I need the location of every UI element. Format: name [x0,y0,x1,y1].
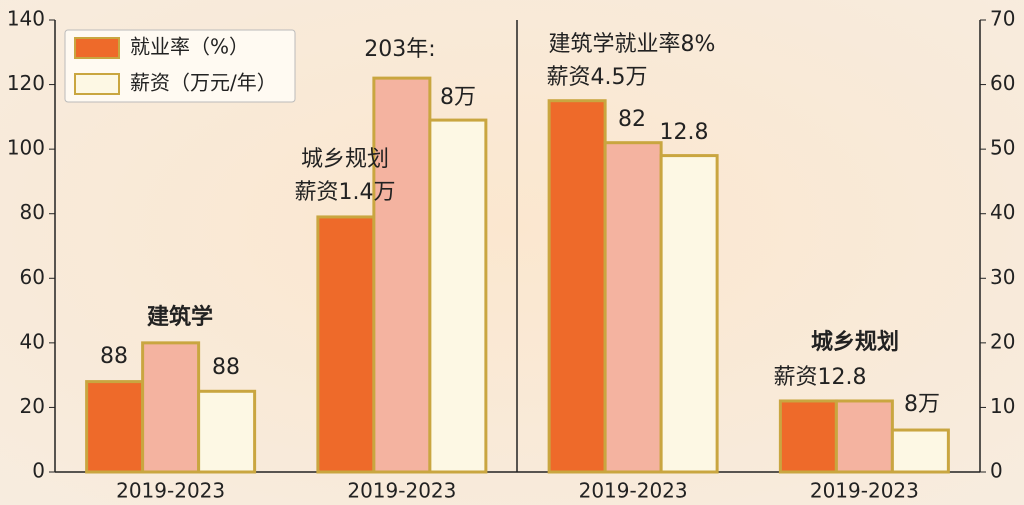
annotation: 建筑学就业率8% [549,32,716,57]
y-tick-label: 0 [32,459,45,483]
annotation: 城乡规划 [811,329,899,355]
legend-box [64,29,296,103]
legend-swatch [74,37,120,59]
bar [659,154,719,474]
annotation: 88 [212,355,240,380]
annotation: 薪资12.8 [774,365,867,390]
legend-swatch [74,73,120,95]
bar [316,215,376,474]
annotation: 12.8 [660,120,709,145]
y-tick-label: 120 [7,71,45,95]
y-tick-label: 40 [20,329,45,353]
annotation: 建筑学 [147,304,213,330]
annotation: 8万 [904,392,940,417]
annotation: 城乡规划 [301,147,389,172]
y2-tick-label: 70 [990,7,1015,31]
bar [372,76,432,474]
x-tick-label: 2019-2023 [579,479,688,503]
y2-tick-label: 60 [990,71,1015,95]
bar [197,389,257,474]
y-tick-label: 100 [7,136,45,160]
y2-tick-label: 30 [990,265,1015,289]
y-tick-label: 80 [20,200,45,224]
bar [778,399,838,474]
y2-tick-label: 10 [990,394,1015,418]
bar [141,341,201,474]
legend-label: 薪资（万元/年） [130,71,277,95]
bar [428,118,488,474]
x-tick-label: 2019-2023 [347,479,456,503]
annotation: 88 [100,344,128,369]
annotation: 薪资1.4万 [295,180,396,205]
y2-tick-label: 0 [990,459,1003,483]
y-tick-label: 20 [20,394,45,418]
bar [547,99,607,474]
annotation: 203年: [364,37,435,62]
legend-label: 就业率（%） [130,35,249,59]
annotation: 8万 [440,85,476,110]
y2-tick-label: 20 [990,329,1015,353]
y2-tick-label: 50 [990,136,1015,160]
x-tick-label: 2019-2023 [116,479,225,503]
y-tick-label: 140 [7,7,45,31]
annotation: 薪资4.5万 [547,65,648,90]
bar [834,399,894,474]
bar [890,428,950,474]
y-tick-label: 60 [20,265,45,289]
y2-tick-label: 40 [990,200,1015,224]
x-tick-label: 2019-2023 [810,479,919,503]
bar [85,380,145,474]
annotation: 82 [618,107,646,132]
bar [603,141,663,474]
